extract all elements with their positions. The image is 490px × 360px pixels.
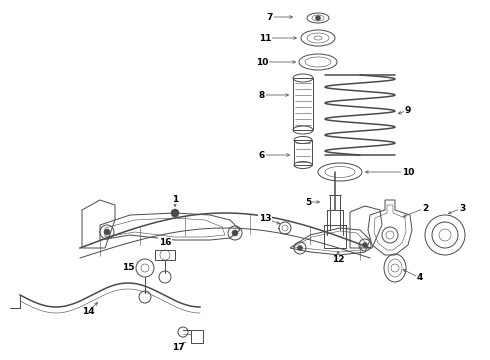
Text: 1: 1 [172,194,178,203]
Text: 13: 13 [259,213,271,222]
Circle shape [297,246,302,251]
Text: 3: 3 [459,203,465,212]
Text: 14: 14 [82,307,94,316]
Text: 10: 10 [402,167,414,176]
Circle shape [171,209,179,217]
Text: 8: 8 [259,90,265,99]
Text: 17: 17 [172,343,184,352]
Circle shape [316,15,320,21]
Circle shape [232,230,238,236]
Text: 5: 5 [305,198,311,207]
Text: 6: 6 [259,150,265,159]
Text: 7: 7 [267,13,273,22]
Text: 2: 2 [422,203,428,212]
Text: 11: 11 [259,33,271,42]
Text: 4: 4 [417,274,423,283]
Text: 16: 16 [159,238,171,247]
Text: 12: 12 [332,256,344,265]
Text: 15: 15 [122,264,134,273]
Circle shape [104,229,110,235]
Text: 9: 9 [405,105,411,114]
Text: 10: 10 [256,58,268,67]
Circle shape [363,243,368,248]
